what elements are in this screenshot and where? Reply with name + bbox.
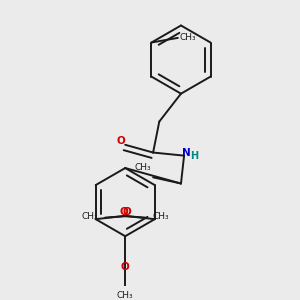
Text: CH₃: CH₃ xyxy=(152,212,169,220)
Text: CH₃: CH₃ xyxy=(179,33,196,42)
Text: H: H xyxy=(190,151,198,161)
Text: O: O xyxy=(116,136,125,146)
Text: CH₃: CH₃ xyxy=(117,291,134,300)
Text: CH₃: CH₃ xyxy=(135,164,152,172)
Text: CH₃: CH₃ xyxy=(82,212,98,220)
Text: O: O xyxy=(119,207,128,217)
Text: O: O xyxy=(121,262,130,272)
Text: O: O xyxy=(122,207,131,217)
Text: N: N xyxy=(182,148,191,158)
